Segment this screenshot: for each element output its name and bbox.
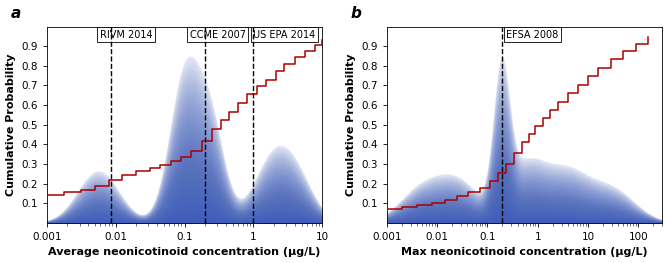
Text: RIVM 2014: RIVM 2014: [100, 29, 152, 39]
Y-axis label: Cumulative Probability: Cumulative Probability: [5, 53, 15, 196]
Text: a: a: [11, 6, 21, 21]
X-axis label: Average neonicotinoid concentration (μg/L): Average neonicotinoid concentration (μg/…: [48, 247, 321, 257]
Text: US EPA 2014: US EPA 2014: [253, 29, 315, 39]
Text: CCME 2007: CCME 2007: [190, 29, 246, 39]
Y-axis label: Cumulative Probability: Cumulative Probability: [345, 53, 355, 196]
X-axis label: Max neonicotinoid concentration (μg/L): Max neonicotinoid concentration (μg/L): [401, 247, 648, 257]
Text: b: b: [351, 6, 362, 21]
Text: EFSA 2008: EFSA 2008: [506, 29, 558, 39]
